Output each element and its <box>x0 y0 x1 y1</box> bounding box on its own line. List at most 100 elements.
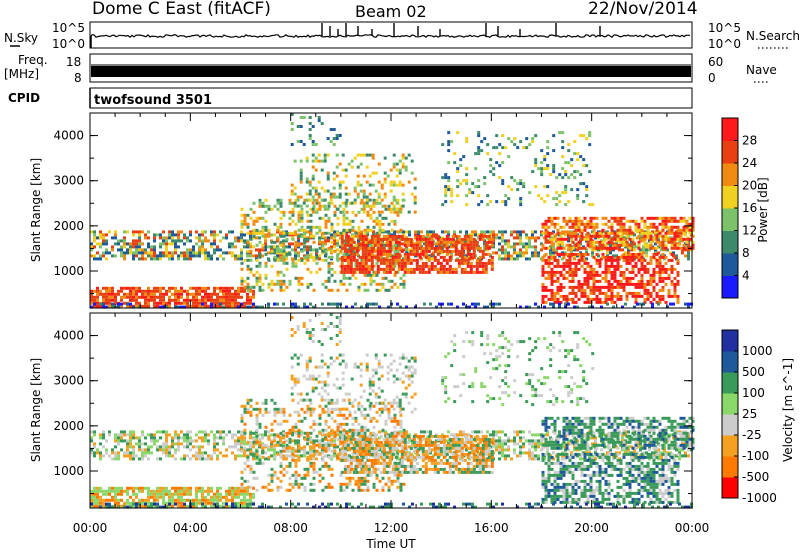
power-cell <box>655 216 659 220</box>
power-cell <box>195 298 198 302</box>
power-cell <box>365 180 369 184</box>
power-cell <box>688 225 692 229</box>
power-cell <box>264 225 268 229</box>
power-cell <box>589 300 593 304</box>
power-cell <box>309 228 313 232</box>
power-cell <box>386 174 390 178</box>
power-cell <box>332 143 336 146</box>
velocity-cell <box>531 433 534 437</box>
power-cell <box>634 273 638 277</box>
power-cell <box>171 230 174 234</box>
power-cell <box>315 257 318 261</box>
freq-left-label-line2: [MHz] <box>4 67 39 81</box>
power-cell <box>658 264 662 268</box>
power-cell <box>643 225 647 229</box>
power-cell <box>673 285 677 289</box>
power-cell <box>246 258 250 262</box>
power-cell <box>111 305 114 309</box>
power-cell <box>601 300 605 304</box>
power-cell <box>93 245 96 249</box>
power-cell <box>365 195 369 199</box>
power-cell <box>291 201 295 205</box>
power-cell <box>309 255 313 259</box>
power-cell <box>633 242 636 246</box>
power-cell <box>544 228 548 232</box>
power-cell <box>601 246 605 250</box>
power-cell <box>477 179 481 183</box>
power-cell <box>369 279 373 283</box>
velocity-cell <box>147 457 150 461</box>
power-cell <box>132 257 135 261</box>
power-cell <box>114 233 117 237</box>
velocity-cell <box>513 442 516 446</box>
power-cell <box>544 285 548 289</box>
power-cell <box>676 270 680 274</box>
power-cell <box>519 248 522 252</box>
power-cell <box>649 282 653 286</box>
power-cell <box>129 302 132 306</box>
power-cell <box>377 192 381 196</box>
power-cell <box>544 300 548 304</box>
power-cell <box>299 140 303 143</box>
power-cell <box>343 246 347 250</box>
power-cell <box>459 158 463 162</box>
power-cell <box>111 286 114 290</box>
velocity-cell <box>177 448 180 452</box>
power-cell <box>105 251 108 255</box>
power-cell <box>598 273 602 277</box>
velocity-cell <box>399 430 402 434</box>
power-cell <box>498 242 501 246</box>
power-cell <box>255 228 259 232</box>
power-cell <box>465 179 469 183</box>
power-cell <box>159 245 162 249</box>
power-cell <box>664 300 668 304</box>
power-cell <box>498 236 501 240</box>
power-cell <box>246 213 250 217</box>
velocity-cell <box>186 454 189 458</box>
power-cell <box>367 264 371 268</box>
velocity-cell <box>498 430 501 434</box>
power-cell <box>640 252 644 256</box>
power-cell <box>661 246 665 250</box>
power-cell <box>537 194 541 198</box>
velocity-cell <box>147 445 150 449</box>
power-cell <box>550 276 554 280</box>
power-cell <box>373 243 377 247</box>
power-cell <box>388 261 392 265</box>
power-cell <box>427 264 431 268</box>
noise-left-tick-top: 10^5 <box>52 21 85 35</box>
power-cell <box>183 251 186 255</box>
power-cell <box>607 279 611 283</box>
power-cell <box>369 204 373 208</box>
power-cell <box>658 267 662 271</box>
velocity-cell <box>282 433 285 437</box>
power-cell <box>267 234 271 238</box>
power-cell <box>358 255 362 259</box>
power-cell <box>454 267 458 271</box>
noise-right-tick-top: 10^5 <box>708 21 741 35</box>
power-cell <box>330 302 333 306</box>
velocity-cell <box>264 430 267 434</box>
power-cell <box>390 201 394 205</box>
power-cell <box>625 261 629 265</box>
velocity-cell <box>231 436 234 440</box>
power-cell <box>445 258 449 262</box>
velocity-cell <box>537 439 540 443</box>
velocity-cell <box>354 433 357 437</box>
power-cell <box>622 222 626 226</box>
power-cell <box>670 216 674 220</box>
power-cell <box>306 248 309 252</box>
power-cell <box>504 203 508 207</box>
power-cell <box>655 258 659 262</box>
power-cell <box>616 261 620 265</box>
power-cell <box>413 186 417 190</box>
power-cell <box>652 237 656 241</box>
power-cell <box>380 186 384 190</box>
velocity-cell <box>333 439 336 443</box>
power-cell <box>189 257 192 261</box>
power-cell <box>418 252 422 256</box>
power-cell <box>361 234 365 238</box>
power-cell <box>565 222 569 226</box>
power-cell <box>192 304 195 308</box>
power-cell <box>333 230 336 234</box>
